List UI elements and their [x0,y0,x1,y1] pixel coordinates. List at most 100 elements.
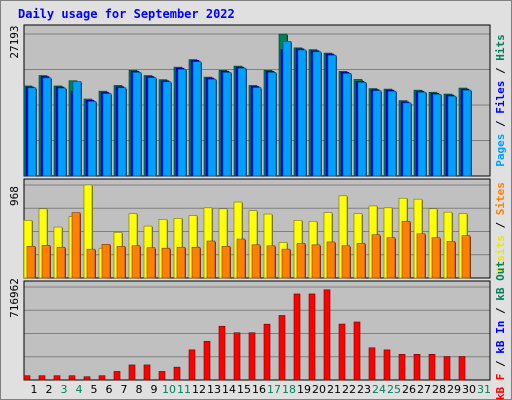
bar-kb-f [323,289,331,381]
day-label: 11 [177,383,191,396]
bar-pages [237,67,247,177]
day-label: 26 [402,383,416,396]
bar-sites [281,248,291,279]
bar-kb-f [278,315,286,381]
bar-sites [86,248,96,279]
bar-kb-f [368,347,376,381]
legend-entry: Pages [494,134,507,167]
bar-kb-f [233,332,241,381]
panel-middle-ymax-label: 968 [8,186,21,206]
bar-pages [117,87,127,177]
bar-sites [326,241,336,279]
bar-pages [357,82,367,177]
panel-bottom-border [23,280,491,381]
bar-sites [416,233,426,279]
legend-entry: / [494,354,507,374]
bar-pages [462,89,472,177]
bar-pages [402,102,412,177]
bar-sites [446,241,456,279]
legend-entry: / [494,114,507,134]
bar-sites [236,238,246,279]
bar-sites [116,245,126,279]
bar-kb-f [218,325,226,381]
bar-pages [207,78,217,177]
day-label: 2 [46,383,53,396]
day-label: 22 [342,383,356,396]
day-label: 12 [192,383,206,396]
bar-sites [461,235,471,279]
day-label: 6 [106,383,113,396]
bar-sites [296,243,306,279]
bar-kb-f [383,349,391,381]
day-label: 21 [327,383,341,396]
bar-pages [87,101,97,177]
bar-kb-f [23,375,31,381]
bar-sites [431,237,441,279]
bar-pages [147,77,157,177]
bar-sites [41,245,51,279]
bar-sites [206,240,216,279]
bar-sites [311,244,321,279]
day-label: 3 [61,383,68,396]
bar-pages [102,93,112,177]
panel-middle-legend: Visits / Sites [494,182,507,275]
day-label: 17 [267,383,281,396]
bar-kb-f [98,375,106,381]
bar-kb-f [413,354,421,381]
bar-kb-f [398,354,406,381]
bar-sites [161,247,171,279]
day-label: 27 [417,383,431,396]
day-label: 8 [136,383,143,396]
legend-entry: Sites [494,182,507,215]
panel-top-ymax-label: 27193 [8,25,21,58]
bar-pages [297,49,307,177]
legend-entry: / [494,61,507,81]
bar-kb-f [53,375,61,381]
day-label: 18 [282,383,296,396]
bar-kb-f [128,364,136,381]
bar-sites [371,234,381,279]
bar-kb-f [428,354,436,381]
bar-pages [372,90,382,177]
panel-top-legend: Pages / Files / Hits [494,34,507,167]
day-label: 13 [207,383,221,396]
day-label: 14 [222,383,236,396]
day-label: 28 [432,383,446,396]
chart-title: Daily usage for September 2022 [18,7,235,21]
day-label: 24 [372,383,386,396]
bar-sites [26,245,36,279]
bar-sites [131,245,141,279]
day-label: 16 [252,383,266,396]
bar-pages [447,95,457,177]
bar-pages [432,94,442,177]
bar-sites [356,243,366,279]
bar-kb-f [83,376,91,381]
bar-sites [341,245,351,279]
day-label: 30 [462,383,476,396]
bar-sites [386,237,396,279]
bar-kb-f [203,341,211,381]
bar-kb-f [113,371,121,381]
panel-bottom-legend: kB F / kB In / kB Out [494,261,507,400]
bar-pages [222,72,232,177]
bar-kb-f [458,356,466,381]
legend-entry: / [494,215,507,235]
bar-pages [192,61,202,177]
day-label: 15 [237,383,251,396]
day-label: 10 [162,383,176,396]
bar-kb-f [143,364,151,381]
day-label: 7 [121,383,128,396]
bar-sites [176,246,186,279]
bar-sites [71,212,81,279]
bar-pages [177,68,187,177]
legend-entry: / [494,301,507,321]
day-label: 20 [312,383,326,396]
day-label: 23 [357,383,371,396]
bar-kb-f [158,371,166,381]
bar-kb-f [38,375,46,381]
day-label: 29 [447,383,461,396]
bar-sites [266,245,276,279]
bar-sites [191,246,201,279]
day-label: 31 [477,383,491,396]
